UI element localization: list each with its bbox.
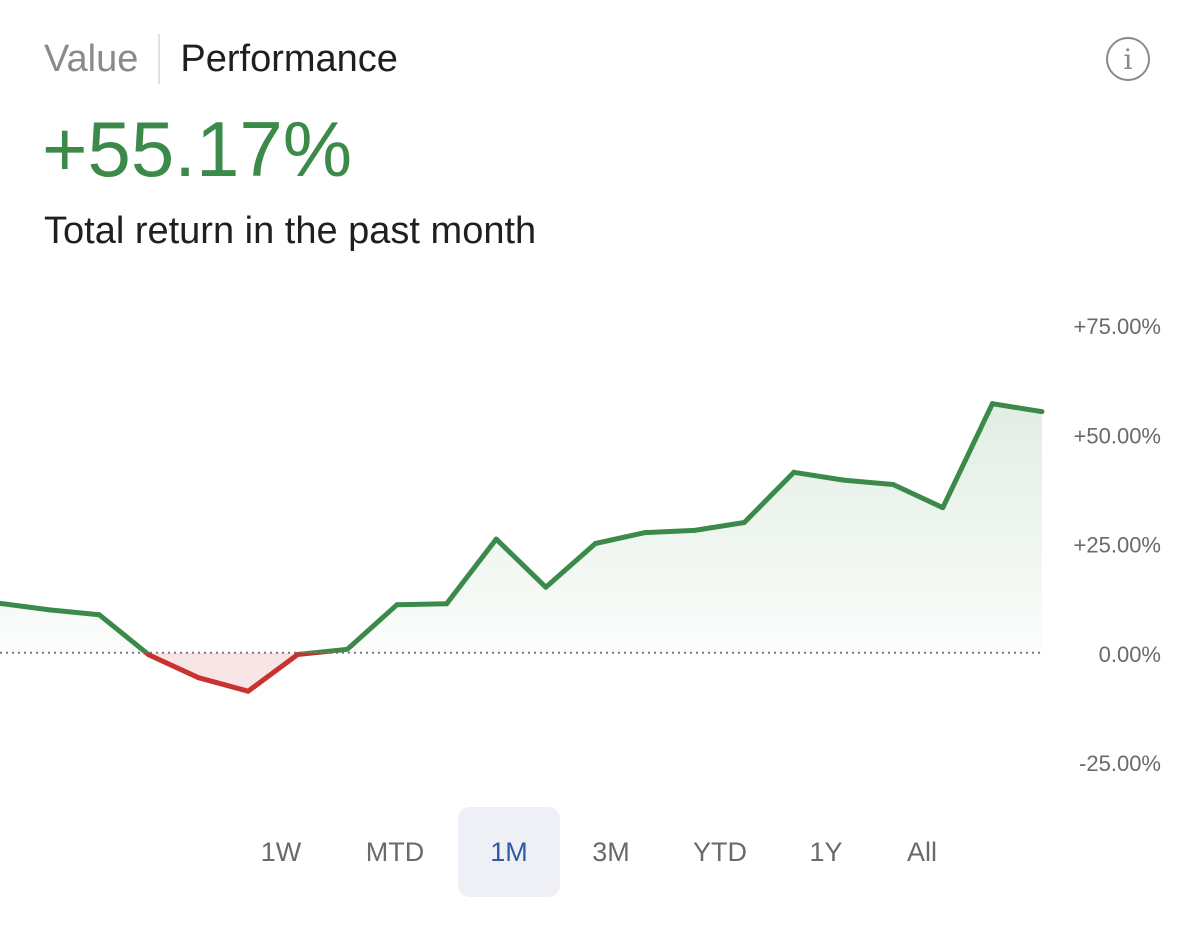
data-point: [989, 401, 995, 407]
y-tick-label: +25.00%: [1074, 533, 1161, 558]
y-tick-label: +75.00%: [1074, 314, 1161, 339]
y-tick-label: +50.00%: [1074, 423, 1161, 448]
data-point: [642, 530, 648, 536]
range-1m-button[interactable]: 1M: [458, 807, 560, 897]
range-1w-button[interactable]: 1W: [260, 837, 302, 867]
data-point: [841, 477, 847, 483]
range-selector: 1W MTD 1M 3M YTD 1Y All: [230, 807, 970, 897]
data-point: [295, 651, 301, 657]
info-icon[interactable]: i: [1106, 37, 1150, 81]
data-point: [493, 536, 499, 542]
tab-value[interactable]: Value: [44, 38, 139, 80]
data-point: [592, 541, 598, 546]
range-ytd-button[interactable]: YTD: [693, 837, 747, 867]
total-return-caption: Total return in the past month: [44, 210, 537, 252]
view-tabs: Value Performance: [44, 34, 398, 84]
data-point: [96, 612, 102, 618]
range-3m-button[interactable]: 3M: [592, 837, 630, 867]
data-point: [245, 688, 251, 694]
data-point: [444, 601, 450, 607]
y-tick-label: -25.00%: [1079, 751, 1161, 776]
data-point: [146, 652, 152, 658]
range-mtd-button[interactable]: MTD: [365, 837, 425, 867]
series-line-negative: [142, 652, 339, 694]
data-point: [0, 600, 3, 606]
performance-chart: +75.00% +50.00% +25.00% 0.00% -25.00%: [0, 314, 1161, 776]
data-point: [692, 527, 698, 533]
data-point: [394, 602, 400, 608]
y-tick-label: 0.00%: [1099, 642, 1161, 667]
range-1y-button[interactable]: 1Y: [809, 837, 843, 867]
data-point: [1039, 409, 1045, 415]
series-line-positive: [0, 401, 1042, 653]
data-point: [344, 646, 350, 652]
data-point: [543, 584, 549, 590]
data-point: [940, 505, 946, 511]
data-point: [47, 607, 53, 613]
positive-area-fill: [0, 403, 1042, 653]
data-point: [195, 675, 201, 681]
tab-divider: [158, 34, 161, 84]
data-point: [741, 520, 747, 526]
tab-performance[interactable]: Performance: [180, 38, 398, 80]
range-all-button[interactable]: All: [906, 837, 937, 867]
data-point: [791, 469, 797, 475]
data-point: [890, 482, 896, 488]
total-return-value: +55.17%: [42, 105, 353, 193]
